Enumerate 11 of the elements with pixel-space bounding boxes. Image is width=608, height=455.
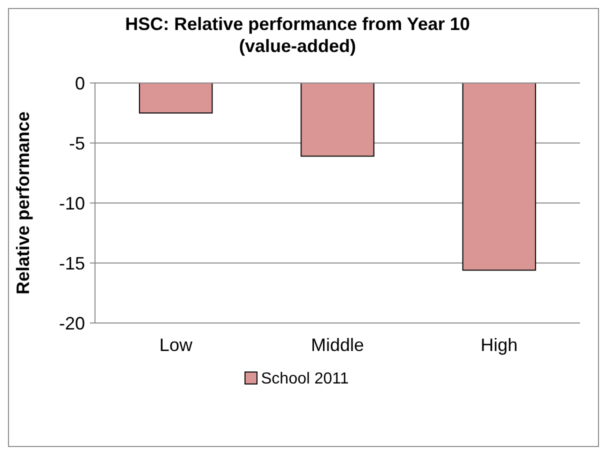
y-axis-title: Relative performance — [13, 111, 33, 295]
y-tick-label: -20 — [58, 313, 85, 334]
legend-label: School 2011 — [261, 370, 349, 388]
y-tick-label: -15 — [58, 253, 85, 274]
x-tick-label: Low — [159, 335, 194, 355]
y-tick-label: -10 — [58, 193, 85, 214]
y-tick-label: -5 — [68, 133, 85, 154]
chart-title: HSC: Relative performance from Year 10 (value-added) — [125, 14, 470, 56]
y-tick-label: 0 — [74, 73, 85, 94]
x-tick-label: Middle — [310, 335, 364, 355]
x-tick-label: High — [480, 335, 518, 355]
